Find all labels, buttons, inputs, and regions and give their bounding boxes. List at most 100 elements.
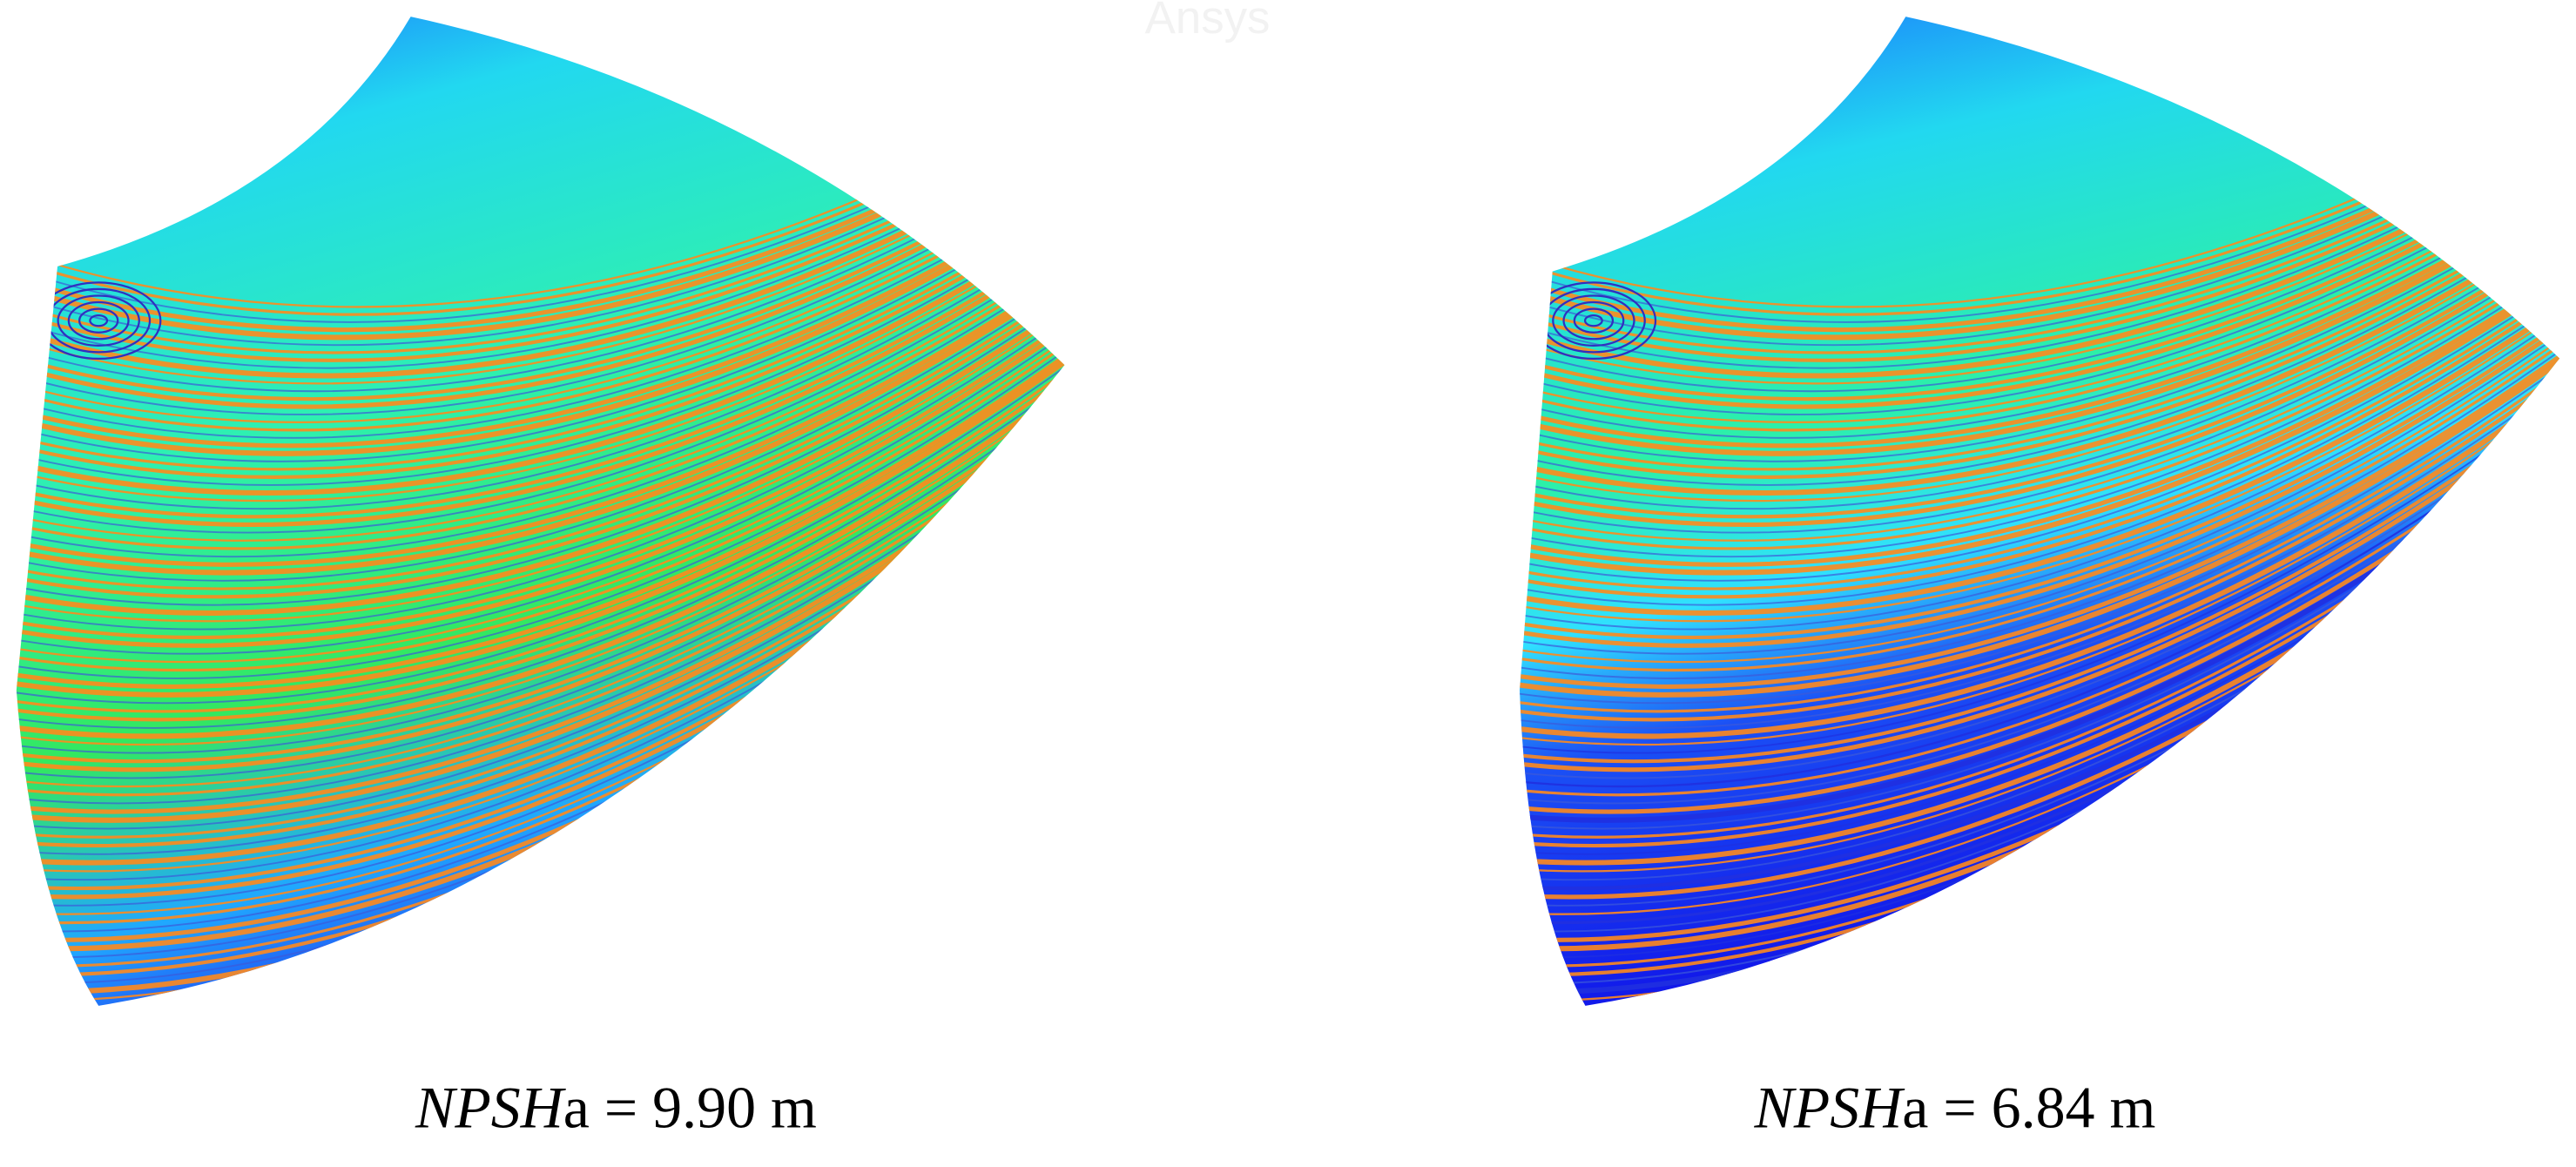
streamline	[16, 375, 1065, 779]
streamline	[16, 368, 1065, 772]
streamline	[1519, 186, 2560, 486]
streamline	[16, 275, 1065, 623]
streamline	[16, 186, 1065, 486]
streamline	[1519, 312, 2560, 679]
streamline	[16, 179, 1065, 479]
streamline-plot-left	[16, 17, 1065, 1006]
streamline	[16, 206, 1065, 519]
streamline	[1519, 275, 2560, 623]
streamline	[1519, 347, 2560, 739]
streamline	[1519, 259, 2560, 599]
streamline	[16, 233, 1065, 558]
streamline	[1519, 265, 2560, 606]
streamline	[16, 211, 1065, 527]
streamline	[1519, 211, 2560, 527]
streamline	[16, 222, 1065, 542]
vortex	[1583, 314, 1603, 327]
vortex	[1562, 300, 1625, 341]
streamline	[16, 364, 1065, 764]
streamline	[16, 301, 1065, 664]
caption-symbol: NPSH	[1754, 1074, 1906, 1140]
streamline	[1519, 253, 2560, 590]
streamline	[16, 285, 1065, 640]
streamline	[16, 268, 1065, 616]
streamline	[1519, 375, 2560, 779]
vortex	[1573, 307, 1615, 334]
streamline	[16, 201, 1065, 510]
streamline	[16, 347, 1065, 739]
streamline	[1519, 268, 2560, 616]
streamline	[1519, 237, 2560, 567]
streamline	[1519, 222, 2560, 542]
streamline	[1519, 360, 2560, 754]
streamline	[1519, 201, 2560, 510]
streamline	[16, 253, 1065, 590]
streamline	[1519, 290, 2560, 648]
streamline	[1519, 296, 2560, 655]
streamline	[16, 321, 1065, 698]
streamline	[1519, 280, 2560, 631]
streamline	[1519, 175, 2560, 471]
streamline	[16, 312, 1065, 679]
caption-text: a = 6.84 m	[1902, 1074, 2155, 1140]
streamline	[16, 280, 1065, 631]
caption: NPSHa = 6.84 m	[1754, 1074, 2156, 1140]
streamline	[1519, 190, 2560, 496]
streamline	[1519, 218, 2560, 534]
streamline	[16, 307, 1065, 672]
vortex	[67, 300, 130, 341]
streamline	[1519, 354, 2560, 746]
streamline	[1519, 179, 2560, 479]
streamline	[16, 290, 1065, 648]
streamline	[16, 163, 1065, 456]
streamline	[1519, 242, 2560, 576]
streamline	[16, 265, 1065, 606]
caption-symbol: NPSH	[415, 1074, 567, 1140]
streamline	[16, 218, 1065, 534]
streamline	[16, 227, 1065, 550]
streamline	[16, 259, 1065, 599]
streamline	[1519, 301, 2560, 664]
streamline	[1519, 163, 2560, 456]
streamline	[16, 242, 1065, 576]
streamline	[1519, 338, 2560, 722]
streamline	[16, 316, 1065, 689]
streamline	[16, 170, 1065, 462]
streamline	[1519, 159, 2560, 449]
streamline	[1519, 154, 2560, 439]
streamline	[1519, 364, 2560, 764]
streamline	[1519, 249, 2560, 582]
streamline	[1519, 316, 2560, 689]
vortex	[78, 307, 119, 334]
streamline	[16, 196, 1065, 503]
streamline	[16, 327, 1065, 705]
streamline	[1519, 307, 2560, 672]
streamline	[16, 249, 1065, 582]
streamline	[16, 237, 1065, 567]
streamline	[1519, 227, 2560, 550]
streamline	[16, 381, 1065, 788]
vortex	[89, 314, 109, 327]
streamline	[1519, 196, 2560, 503]
streamline	[1519, 321, 2560, 698]
streamline	[1519, 333, 2560, 713]
streamline	[16, 159, 1065, 449]
streamline	[1519, 343, 2560, 729]
vortex	[57, 294, 140, 347]
vortex	[1552, 294, 1635, 347]
streamline-plot-right	[1519, 17, 2560, 1006]
streamline	[16, 343, 1065, 729]
caption: NPSHa = 9.90 m	[415, 1074, 817, 1140]
streamline	[1519, 327, 2560, 705]
streamline	[16, 338, 1065, 722]
streamline	[16, 296, 1065, 655]
streamline	[16, 175, 1065, 471]
caption-text: a = 9.90 m	[563, 1074, 817, 1140]
streamline	[16, 190, 1065, 496]
streamline	[1519, 233, 2560, 558]
streamline	[16, 354, 1065, 746]
streamline	[1519, 170, 2560, 462]
streamline	[1519, 206, 2560, 519]
